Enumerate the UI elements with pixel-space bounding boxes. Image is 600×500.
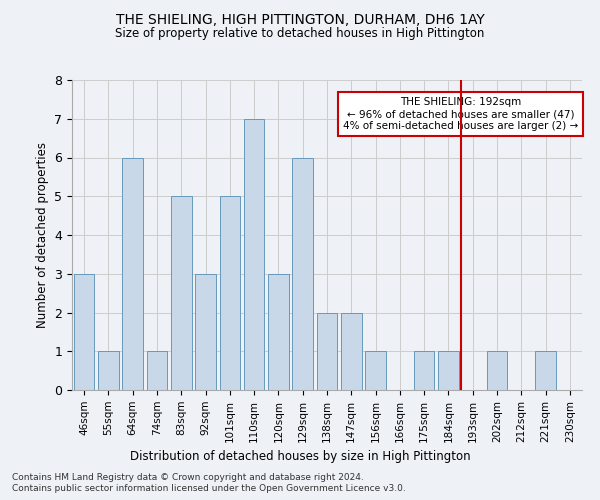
Bar xyxy=(535,351,556,390)
Text: THE SHIELING: 192sqm
← 96% of detached houses are smaller (47)
4% of semi-detach: THE SHIELING: 192sqm ← 96% of detached h… xyxy=(343,98,578,130)
Bar xyxy=(74,274,94,390)
Text: THE SHIELING, HIGH PITTINGTON, DURHAM, DH6 1AY: THE SHIELING, HIGH PITTINGTON, DURHAM, D… xyxy=(116,12,484,26)
Bar xyxy=(365,351,386,390)
Bar xyxy=(122,158,143,390)
Bar xyxy=(292,158,313,390)
Text: Contains public sector information licensed under the Open Government Licence v3: Contains public sector information licen… xyxy=(12,484,406,493)
Bar xyxy=(98,351,119,390)
Bar xyxy=(268,274,289,390)
Bar xyxy=(244,118,265,390)
Bar xyxy=(220,196,240,390)
Bar xyxy=(195,274,216,390)
Bar xyxy=(341,312,362,390)
Text: Size of property relative to detached houses in High Pittington: Size of property relative to detached ho… xyxy=(115,28,485,40)
Bar xyxy=(487,351,508,390)
Bar xyxy=(438,351,459,390)
Bar xyxy=(171,196,191,390)
Bar xyxy=(414,351,434,390)
Text: Contains HM Land Registry data © Crown copyright and database right 2024.: Contains HM Land Registry data © Crown c… xyxy=(12,472,364,482)
Text: Distribution of detached houses by size in High Pittington: Distribution of detached houses by size … xyxy=(130,450,470,463)
Bar xyxy=(317,312,337,390)
Bar xyxy=(146,351,167,390)
Y-axis label: Number of detached properties: Number of detached properties xyxy=(36,142,49,328)
